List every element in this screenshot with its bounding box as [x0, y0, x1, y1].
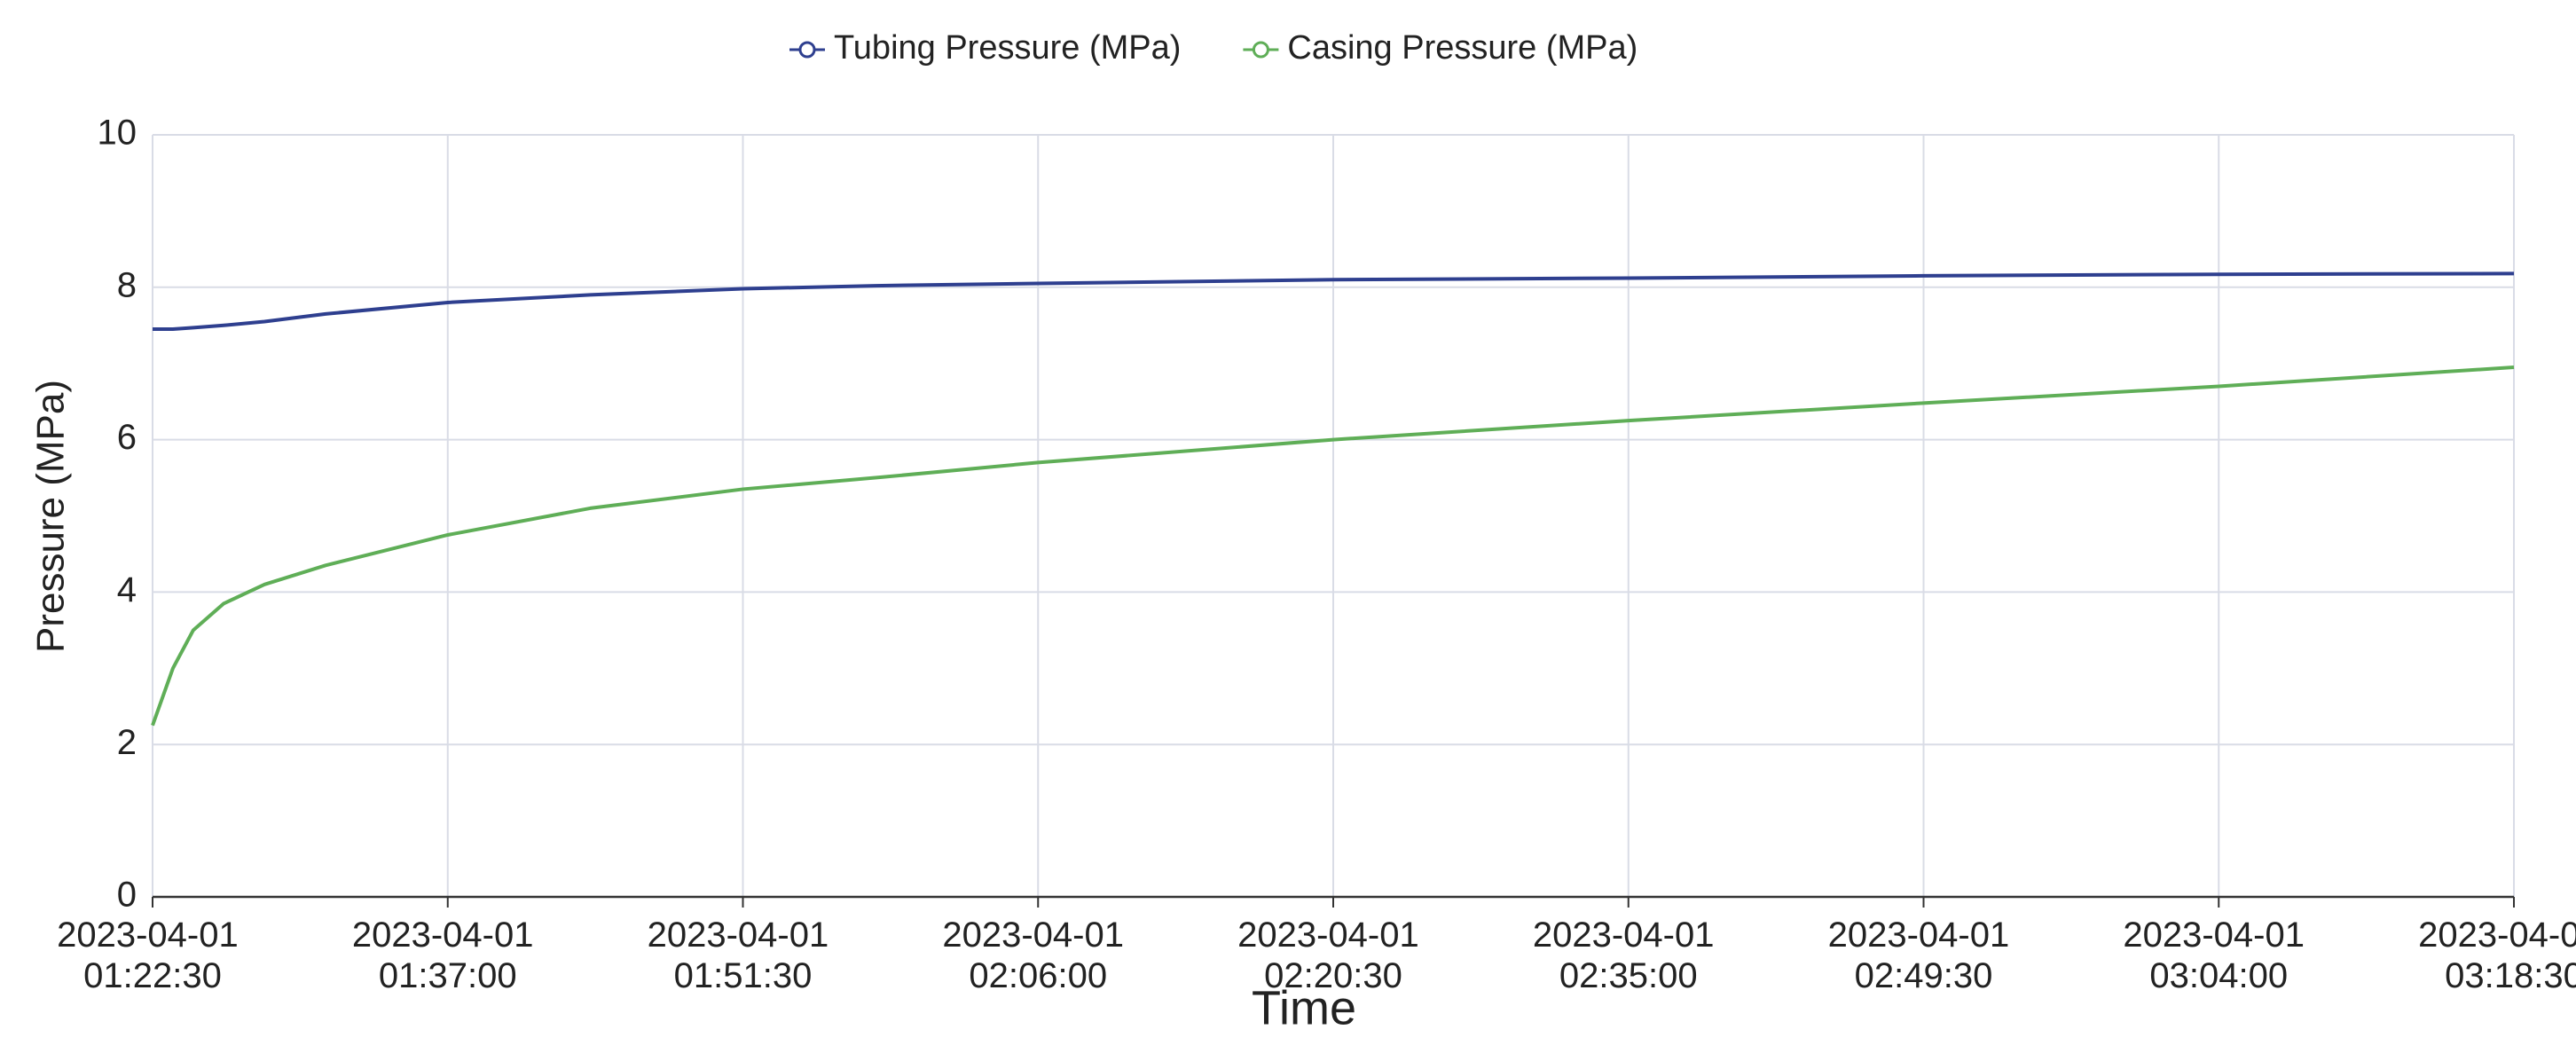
x-tick-label: 2023-04-01 01:51:30 — [648, 916, 839, 995]
series-line — [151, 365, 2515, 727]
x-tick-label: 2023-04-01 03:04:00 — [2123, 916, 2314, 995]
y-axis-title: Pressure (MPa) — [29, 380, 73, 653]
legend-item: Casing Pressure (MPa) — [1243, 29, 1637, 67]
legend-marker — [1252, 41, 1269, 59]
legend-marker — [798, 41, 816, 59]
x-tick-label: 2023-04-01 01:22:30 — [57, 916, 248, 995]
legend-item: Tubing Pressure (MPa) — [789, 29, 1181, 67]
y-tick-label: 0 — [117, 876, 137, 915]
x-axis-title: Time — [1252, 981, 1356, 1034]
x-tick-label: 2023-04-01 02:20:30 — [1237, 916, 1429, 995]
y-tick-label: 10 — [98, 114, 137, 153]
y-tick-label: 2 — [117, 723, 137, 762]
y-tick-label: 4 — [117, 570, 137, 609]
x-tick-label: 2023-04-01 01:37:00 — [352, 916, 544, 995]
x-tick-label: 2023-04-01 02:06:00 — [942, 916, 1134, 995]
x-tick-label: 2023-04-01 02:49:30 — [1828, 916, 2020, 995]
series-line — [153, 271, 2515, 332]
x-tick-label: 2023-04-01 03:18:30 — [2418, 916, 2576, 995]
legend-label: Tubing Pressure (MPa) — [834, 29, 1181, 67]
y-tick-label: 6 — [117, 418, 137, 457]
y-tick-label: 8 — [117, 265, 137, 304]
x-tick-label: 2023-04-01 02:35:00 — [1533, 916, 1724, 995]
legend-label: Casing Pressure (MPa) — [1287, 29, 1637, 67]
